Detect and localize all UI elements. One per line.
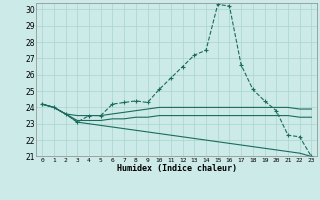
X-axis label: Humidex (Indice chaleur): Humidex (Indice chaleur) <box>117 164 237 173</box>
